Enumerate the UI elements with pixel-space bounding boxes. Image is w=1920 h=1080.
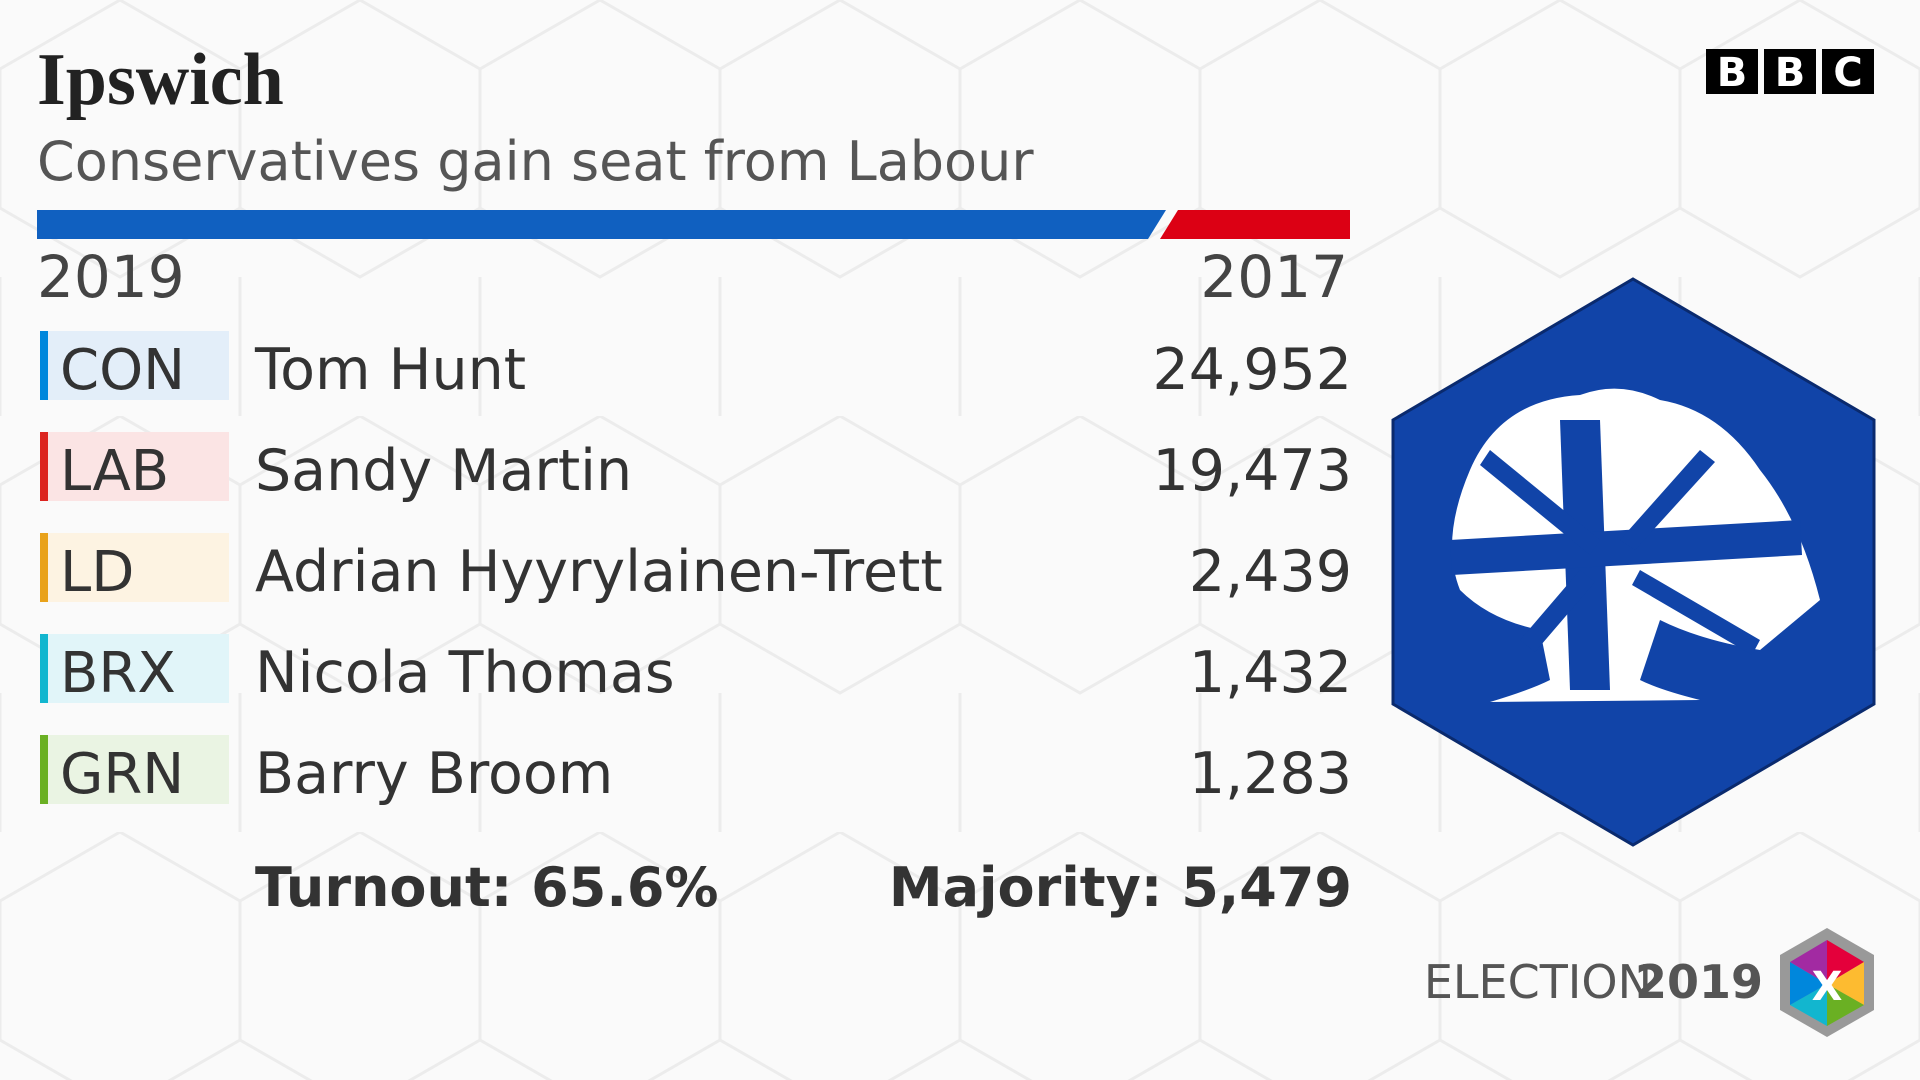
votes: 2,439: [1189, 539, 1352, 605]
bbc-box: [1706, 49, 1758, 94]
party-stripe: [40, 432, 48, 501]
candidate: Tom Hunt: [254, 337, 526, 403]
votes: 19,473: [1153, 438, 1352, 504]
gain-bar-old: [1160, 210, 1350, 239]
candidate: Sandy Martin: [255, 438, 632, 504]
majority: Majority: 5,479: [889, 856, 1352, 919]
party-box: [40, 432, 229, 501]
party-stripe: [40, 331, 48, 400]
bbc-letter: B: [1775, 50, 1806, 96]
turnout: Turnout: 65.6%: [255, 856, 719, 919]
party-code: CON: [60, 338, 185, 403]
election-year: 2019: [1635, 955, 1763, 1009]
badge-mark: X: [1812, 964, 1843, 1010]
party-stripe: [40, 735, 48, 804]
party-code: GRN: [60, 742, 184, 807]
election-label: ELECTION: [1424, 955, 1652, 1009]
party-box: [40, 735, 229, 804]
party-box: [40, 533, 229, 602]
party-box: [40, 634, 229, 703]
party-code: LD: [60, 540, 134, 605]
party-stripe: [40, 533, 48, 602]
candidate: Adrian Hyyrylainen-Trett: [255, 539, 943, 605]
election-badge: X: [1780, 928, 1874, 1037]
bbc-box: [1822, 49, 1874, 94]
party-logo: [1391, 277, 1876, 847]
title: Ipswich: [37, 39, 284, 121]
year-new: 2019: [37, 243, 185, 311]
votes: 24,952: [1153, 337, 1352, 403]
party-box: [40, 331, 229, 400]
votes: 1,283: [1189, 741, 1352, 807]
bbc-letter: B: [1717, 50, 1748, 96]
votes: 1,432: [1189, 640, 1352, 706]
bbc-box: [1764, 49, 1816, 94]
year-old: 2017: [1200, 243, 1348, 311]
gain-bar-new: [37, 210, 1166, 239]
party-stripe: [40, 634, 48, 703]
subtitle: Conservatives gain seat from Labour: [37, 130, 1034, 193]
candidate: Barry Broom: [255, 741, 613, 807]
bbc-letter: C: [1833, 50, 1862, 96]
party-code: LAB: [60, 439, 169, 504]
party-code: BRX: [60, 641, 176, 706]
candidate: Nicola Thomas: [255, 640, 675, 706]
results-table: CON Tom Hunt 24,952 LAB Sandy Martin 19,473 LD…: [40, 331, 1352, 807]
